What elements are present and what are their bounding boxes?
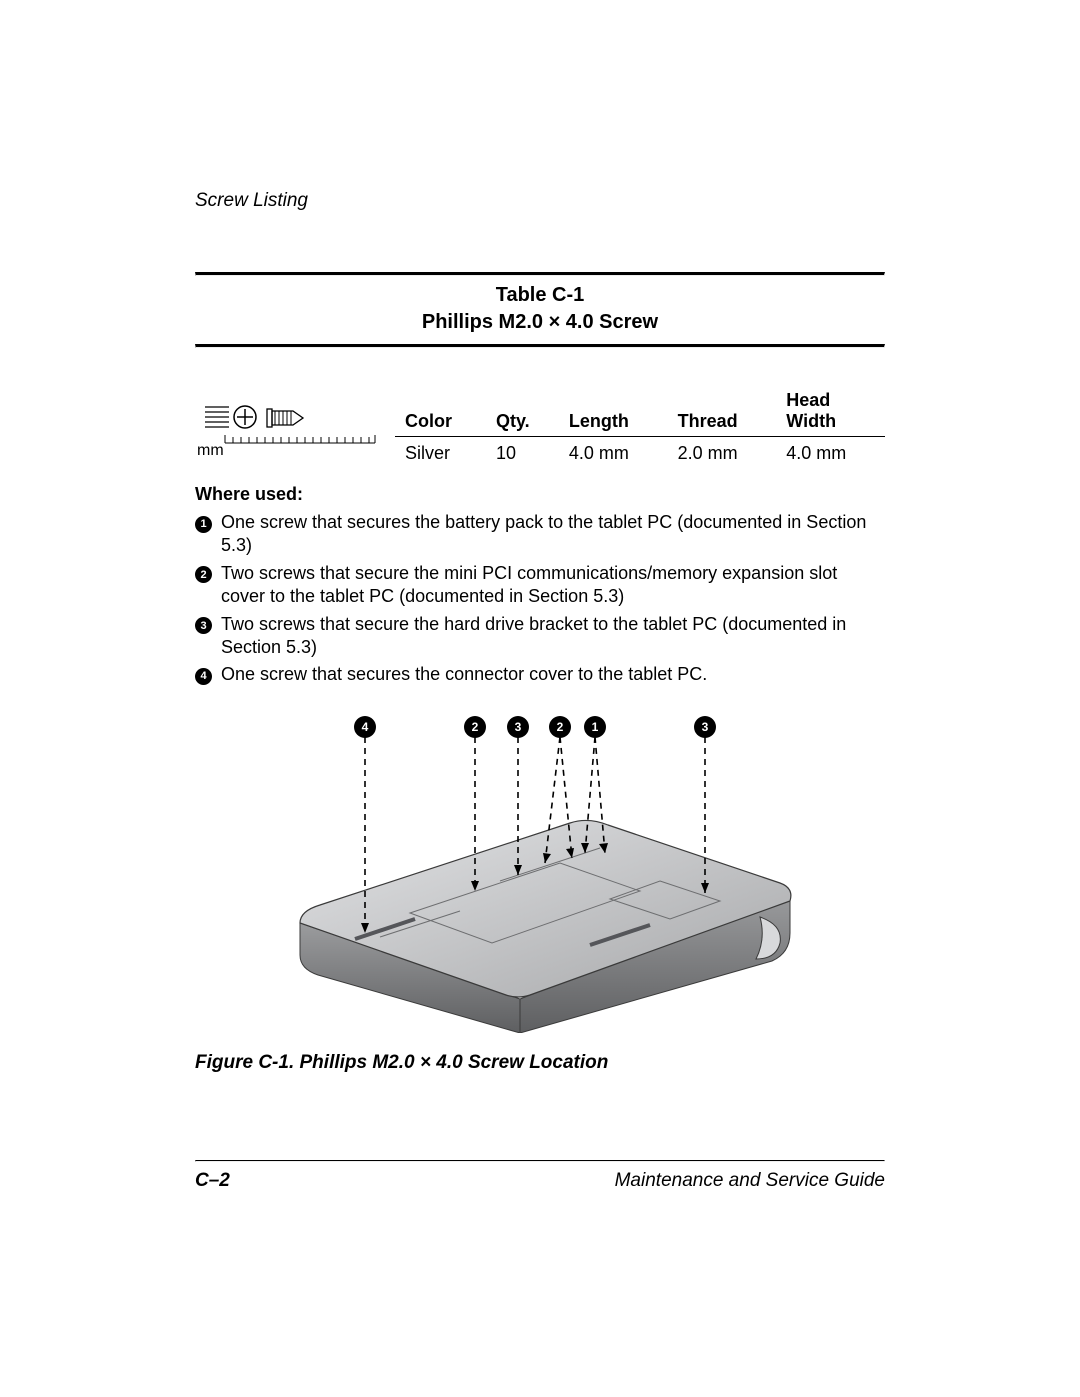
cell-qty: 10 xyxy=(486,437,559,467)
bullet-icon: 4 xyxy=(195,668,212,685)
list-item: 1 One screw that secures the battery pac… xyxy=(195,511,885,558)
list-item: 3 Two screws that secure the hard drive … xyxy=(195,613,885,660)
col-color: Color xyxy=(395,390,486,437)
bullet-icon: 1 xyxy=(195,516,212,533)
page-number: C–2 xyxy=(195,1170,230,1192)
bullet-icon: 3 xyxy=(195,617,212,634)
table-label: Table C-1 xyxy=(496,284,585,306)
running-header: Screw Listing xyxy=(195,190,885,212)
table-row: Silver 10 4.0 mm 2.0 mm 4.0 mm xyxy=(395,437,885,467)
table-name: Phillips M2.0 × 4.0 Screw xyxy=(422,311,658,333)
list-text: One screw that secures the battery pack … xyxy=(221,511,885,558)
callout-label: 3 xyxy=(702,720,709,734)
callout-label: 3 xyxy=(515,720,522,734)
callout-label: 4 xyxy=(362,720,369,734)
list-text: Two screws that secure the hard drive br… xyxy=(221,613,885,660)
cell-thread: 2.0 mm xyxy=(668,437,777,467)
callout-label: 2 xyxy=(557,720,564,734)
screw-ruler-icon: mm xyxy=(195,405,395,466)
col-thread: Thread xyxy=(668,390,777,437)
spec-table: Color Qty. Length Thread Head Width Silv… xyxy=(395,390,885,466)
callout-label: 2 xyxy=(472,720,479,734)
list-item: 4 One screw that secures the connector c… xyxy=(195,663,885,686)
bullet-icon: 2 xyxy=(195,566,212,583)
where-used-list: 1 One screw that secures the battery pac… xyxy=(195,511,885,687)
list-text: One screw that secures the connector cov… xyxy=(221,663,885,686)
ruler-unit-label: mm xyxy=(197,442,224,459)
where-used-heading: Where used: xyxy=(195,484,885,505)
cell-color: Silver xyxy=(395,437,486,467)
list-item: 2 Two screws that secure the mini PCI co… xyxy=(195,562,885,609)
cell-length: 4.0 mm xyxy=(559,437,668,467)
footer-rule xyxy=(195,1160,885,1162)
col-qty: Qty. xyxy=(486,390,559,437)
doc-title: Maintenance and Service Guide xyxy=(615,1170,885,1192)
table-title: Table C-1 Phillips M2.0 × 4.0 Screw xyxy=(195,276,885,344)
callout-label: 1 xyxy=(592,720,599,734)
col-length: Length xyxy=(559,390,668,437)
device-illustration xyxy=(300,820,791,1033)
list-text: Two screws that secure the mini PCI comm… xyxy=(221,562,885,609)
cell-head-width: 4.0 mm xyxy=(776,437,885,467)
col-head-width: Head Width xyxy=(776,390,885,437)
figure-caption: Figure C-1. Phillips M2.0 × 4.0 Screw Lo… xyxy=(195,1052,885,1074)
rule-under-title xyxy=(195,344,885,348)
figure: 4 2 3 2 xyxy=(195,703,885,1074)
